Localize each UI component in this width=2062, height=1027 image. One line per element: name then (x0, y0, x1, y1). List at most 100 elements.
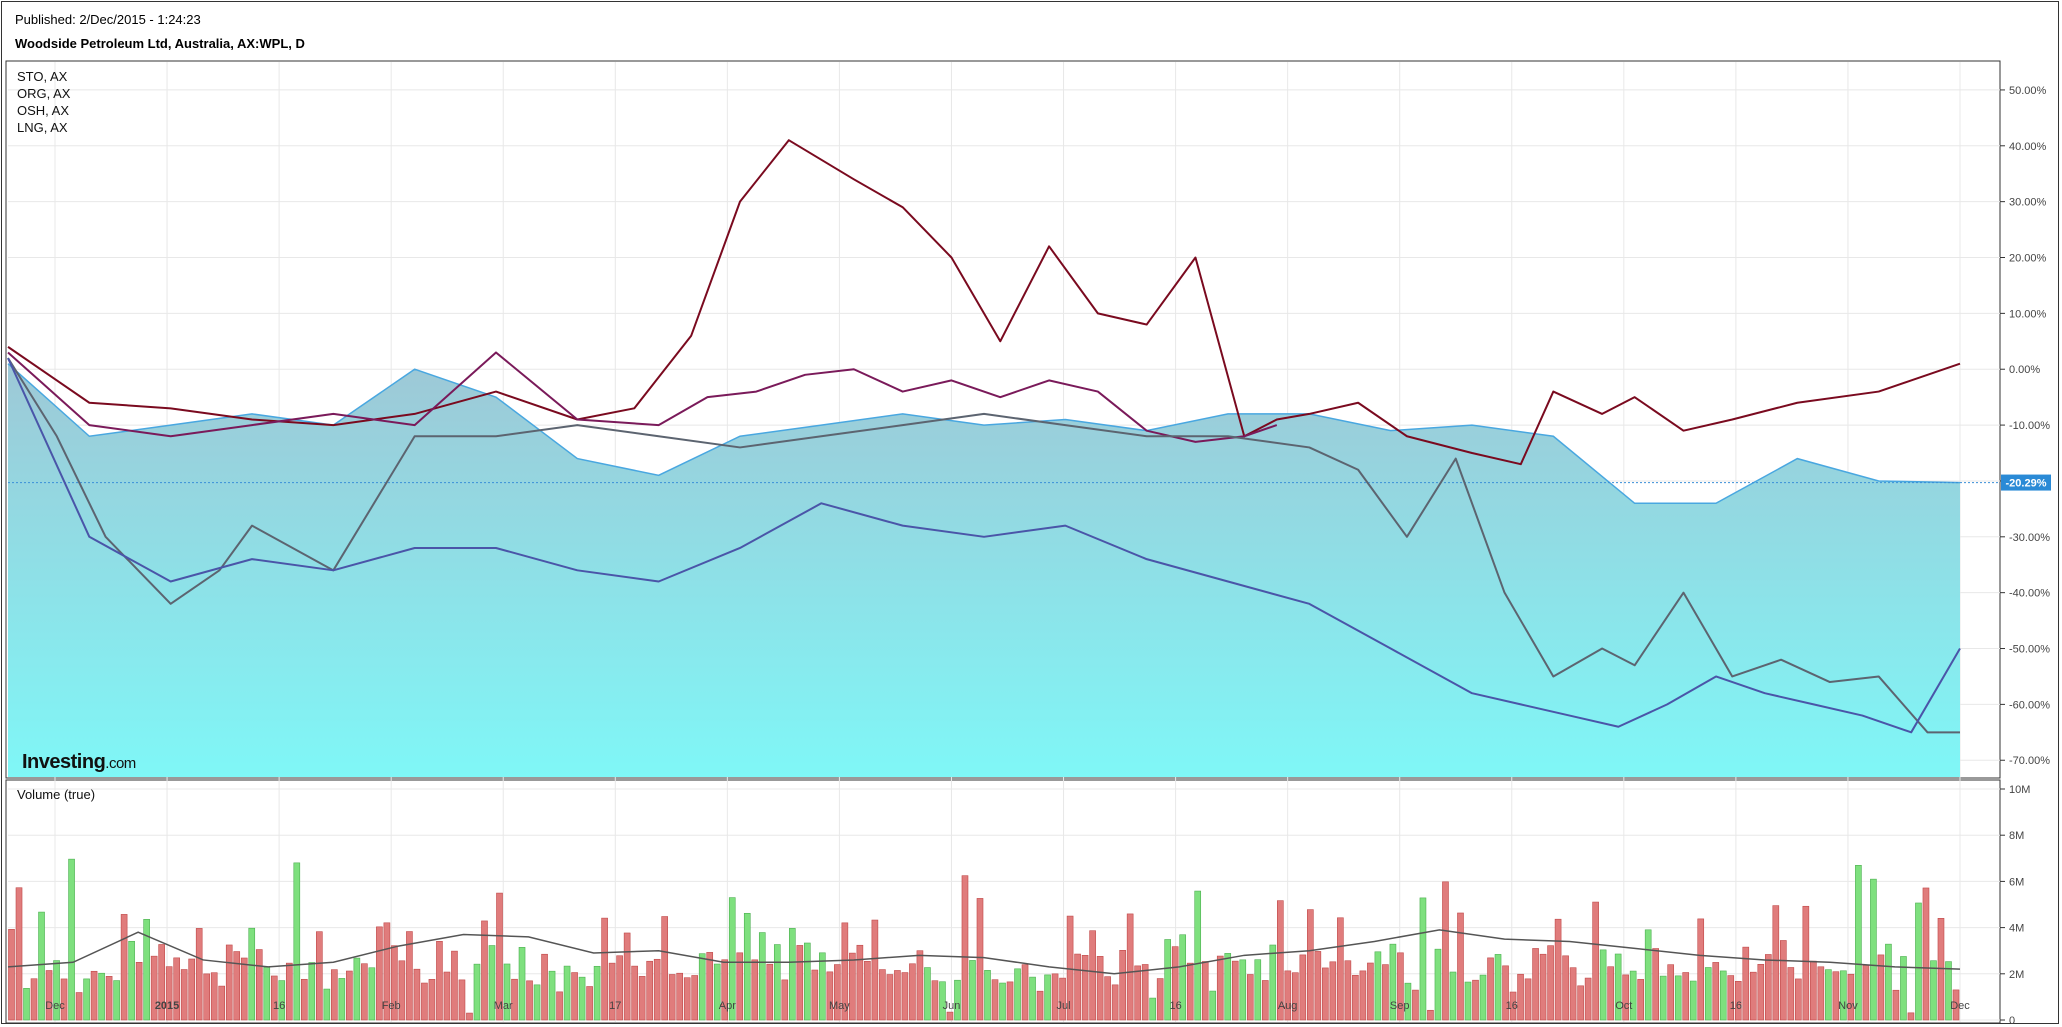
volume-bar-down (1622, 974, 1629, 1021)
volume-bar-down (1359, 970, 1367, 1021)
volume-bar-up (308, 962, 316, 1021)
volume-bar-down (841, 922, 849, 1021)
x-tick-label: Sep (1390, 1000, 1410, 1012)
volume-bar-down (391, 945, 398, 1021)
volume-bar-up (1374, 951, 1382, 1021)
volume-bar-up (533, 984, 541, 1021)
volume-bar-down (233, 951, 241, 1021)
volume-bar-down (811, 969, 819, 1021)
volume-bar-down (751, 959, 759, 1021)
series-line-osh (7, 357, 1960, 734)
y-tick-label: 10.00% (2009, 308, 2047, 320)
volume-bar-down (428, 979, 436, 1021)
legend-item-org: ORG, AX (17, 86, 71, 101)
volume-bar-down (1277, 900, 1284, 1021)
y-tick-label: -40.00% (2009, 588, 2050, 600)
volume-bar-up (323, 988, 331, 1021)
volume-bar-down (1757, 964, 1765, 1021)
volume-bar-down (1021, 964, 1029, 1021)
volume-bar-up (1855, 865, 1862, 1021)
volume-bar-down (1367, 962, 1374, 1021)
volume-bar-down (834, 964, 841, 1021)
volume-bar-down (1074, 953, 1081, 1021)
volume-bar-down (1749, 971, 1757, 1021)
volume-bar-up (1659, 975, 1667, 1021)
volume-bar-up (113, 980, 120, 1021)
volume-bar-down (1134, 965, 1141, 1021)
volume-bar-up (353, 957, 361, 1021)
volume-bar-down (931, 980, 939, 1021)
volume-bar-down (383, 922, 391, 1021)
volume-bar-down (1186, 962, 1194, 1021)
volume-bar-up (338, 978, 346, 1021)
volume-bar-down (1524, 978, 1532, 1021)
volume-bar-down (706, 952, 714, 1021)
volume-bar-down (1795, 978, 1802, 1021)
volume-bar-down (1712, 962, 1720, 1021)
legend-item-sto: STO, AX (17, 69, 68, 84)
volume-title: Volume (true) (17, 787, 95, 802)
price-plot-border (5, 60, 2001, 779)
volume-bar-down (1502, 965, 1509, 1021)
legend-item-osh: OSH, AX (17, 103, 69, 118)
x-tick-label: Nov (1838, 1000, 1858, 1012)
volume-bar-up (1930, 960, 1937, 1021)
volume-bar-down (451, 950, 458, 1021)
volume-bar-up (593, 965, 601, 1021)
volume-bar-down (75, 992, 83, 1021)
x-tick-label: 16 (1506, 1000, 1518, 1012)
volume-bar-up (1209, 990, 1217, 1021)
volume-bar-down (443, 971, 451, 1021)
volume-bar-up (1689, 980, 1697, 1021)
y-tick-label: 0.00% (2009, 364, 2040, 376)
y-tick-label: -60.00% (2009, 699, 2050, 711)
volume-bar-up (53, 960, 60, 1021)
volume-bar-up (1674, 975, 1682, 1021)
x-tick-label: 16 (273, 1000, 285, 1012)
volume-bar-up (368, 967, 376, 1021)
volume-bar-down (105, 976, 113, 1021)
volume-bar-up (939, 981, 946, 1021)
volume-bar-up (1915, 902, 1922, 1021)
volume-bar-down (691, 975, 699, 1021)
volume-bar-down (736, 952, 744, 1021)
volume-bar-down (1772, 905, 1780, 1021)
volume-bar-up (1194, 890, 1202, 1021)
volume-bar-down (158, 944, 165, 1021)
volume-bar-up (83, 978, 90, 1021)
volume-bar-down (346, 970, 353, 1021)
volume-bar-down (270, 975, 278, 1021)
volume-bar-down (1810, 960, 1817, 1021)
volume-bar-down (961, 875, 969, 1021)
volume-bar-down (1141, 964, 1149, 1021)
x-tick-label: May (829, 1000, 850, 1012)
volume-bar-down (406, 931, 413, 1021)
volume-bar-down (1780, 940, 1787, 1021)
volume-bar-down (796, 945, 804, 1021)
x-tick-label: Aug (1278, 1000, 1298, 1012)
volume-bar-up (788, 928, 796, 1021)
price-plot (7, 139, 2000, 777)
volume-bar-down (541, 953, 548, 1021)
volume-bar-down (721, 959, 729, 1021)
volume-bar-down (1637, 979, 1644, 1021)
volume-bar-down (1059, 977, 1066, 1021)
volume-bar-up (1419, 897, 1427, 1021)
volume-bar-down (653, 958, 661, 1021)
volume-bar-down (894, 970, 901, 1021)
volume-bar-down (856, 944, 864, 1021)
volume-bar-down (135, 962, 143, 1021)
volume-bar-down (826, 971, 834, 1021)
volume-bar-up (1870, 878, 1877, 1021)
main-area-fill (8, 363, 1960, 777)
volume-bar-down (1697, 918, 1705, 1021)
volume-bar-down (1412, 989, 1419, 1021)
volume-bar-down (225, 944, 233, 1021)
volume-bar-down (1427, 1009, 1434, 1021)
volume-bar-down (781, 979, 789, 1021)
volume-bar-down (1457, 912, 1464, 1021)
x-tick-label: 16 (1169, 1000, 1181, 1012)
legend-item-lng: LNG, AX (17, 120, 68, 135)
volume-bar-down (1487, 957, 1494, 1021)
volume-bar-down (1817, 966, 1825, 1021)
